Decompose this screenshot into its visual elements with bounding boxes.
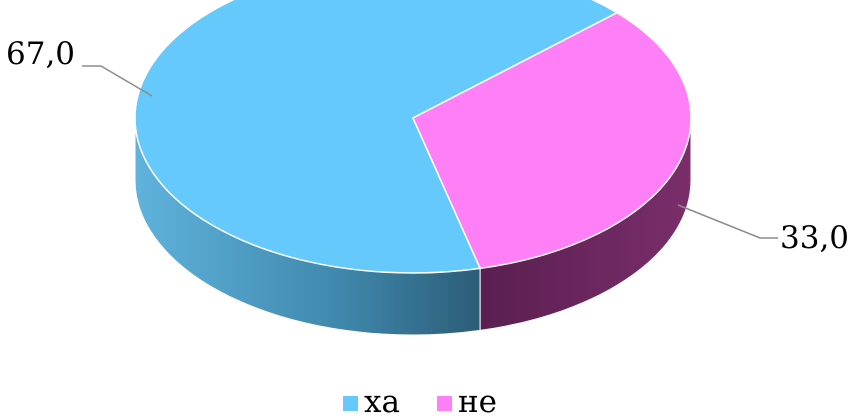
pie-slice-1	[412, 11, 692, 270]
legend: ха не	[343, 384, 497, 418]
legend-swatch-ne	[437, 396, 452, 411]
legend-label-ha: ха	[364, 384, 400, 418]
data-label-slice-0: 67,0	[6, 36, 75, 72]
leader-line-slice-0	[82, 65, 153, 97]
pie-top-faces	[134, 0, 692, 274]
data-label-slice-1: 33,0	[780, 220, 849, 256]
legend-label-ne: не	[458, 384, 497, 418]
leader-line-slice-1	[677, 204, 778, 239]
pie-slice-0	[134, 0, 619, 274]
legend-swatch-ha	[343, 396, 358, 411]
